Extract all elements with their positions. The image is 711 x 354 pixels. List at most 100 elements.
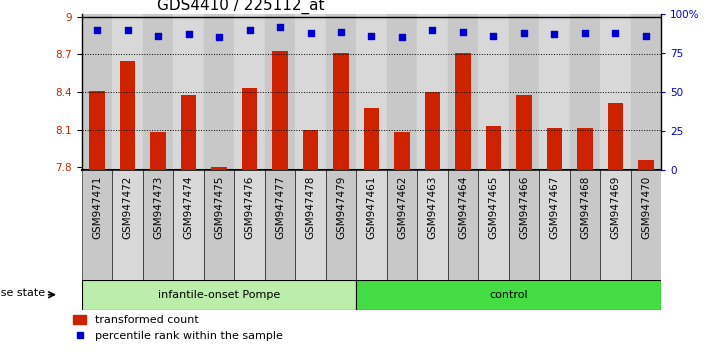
Text: GSM947468: GSM947468 (580, 175, 590, 239)
Bar (82, 280, 356, 310)
Bar (356, 14, 387, 170)
Bar (631, 14, 661, 170)
Bar (364, 108, 379, 170)
Bar (547, 129, 562, 170)
Text: GSM947467: GSM947467 (550, 175, 560, 239)
Point (641, 33, 652, 38)
Bar (326, 14, 356, 170)
Bar (204, 170, 234, 280)
Bar (234, 170, 264, 280)
Point (183, 32, 194, 37)
Bar (448, 170, 479, 280)
Text: GSM947474: GSM947474 (183, 175, 193, 239)
Bar (112, 170, 143, 280)
Bar (173, 170, 204, 280)
Point (274, 24, 286, 29)
Bar (387, 170, 417, 280)
Point (396, 34, 407, 40)
Bar (479, 170, 509, 280)
Bar (509, 14, 539, 170)
Bar (234, 14, 264, 170)
Point (213, 34, 225, 40)
Point (518, 30, 530, 36)
Text: GSM947479: GSM947479 (336, 175, 346, 239)
Bar (181, 95, 196, 170)
Point (427, 28, 438, 33)
Bar (448, 14, 479, 170)
Bar (295, 14, 326, 170)
Point (610, 30, 621, 36)
Bar (326, 170, 356, 280)
Bar (120, 61, 135, 170)
Text: GSM947473: GSM947473 (153, 175, 163, 239)
Text: disease state: disease state (0, 288, 45, 298)
Point (152, 33, 164, 38)
Text: GDS4410 / 225112_at: GDS4410 / 225112_at (157, 0, 325, 14)
Bar (82, 170, 112, 280)
Text: control: control (489, 290, 528, 300)
Point (336, 29, 347, 35)
Bar (264, 14, 295, 170)
Point (549, 32, 560, 37)
Text: GSM947471: GSM947471 (92, 175, 102, 239)
Bar (82, 14, 112, 170)
Bar (356, 280, 661, 310)
Text: GSM947477: GSM947477 (275, 175, 285, 239)
Bar (631, 170, 661, 280)
Bar (264, 170, 295, 280)
Bar (577, 129, 592, 170)
Bar (509, 170, 539, 280)
Bar (570, 170, 600, 280)
Bar (516, 95, 532, 170)
Bar (600, 14, 631, 170)
Bar (608, 103, 623, 170)
Point (488, 33, 499, 38)
Legend: transformed count, percentile rank within the sample: transformed count, percentile rank withi… (73, 315, 283, 341)
Text: infantile-onset Pompe: infantile-onset Pompe (158, 290, 280, 300)
Bar (479, 14, 509, 170)
Bar (417, 170, 448, 280)
Bar (173, 14, 204, 170)
Bar (539, 14, 570, 170)
Bar (90, 91, 105, 170)
Text: GSM947470: GSM947470 (641, 175, 651, 239)
Text: GSM947476: GSM947476 (245, 175, 255, 239)
Point (91, 28, 102, 33)
Bar (143, 170, 173, 280)
Bar (417, 14, 448, 170)
Bar (151, 132, 166, 170)
Text: GSM947472: GSM947472 (122, 175, 132, 239)
Bar (539, 170, 570, 280)
Text: GSM947469: GSM947469 (611, 175, 621, 239)
Bar (303, 130, 318, 170)
Text: GSM947478: GSM947478 (306, 175, 316, 239)
Bar (356, 170, 387, 280)
Point (305, 30, 316, 36)
Point (579, 30, 591, 36)
Bar (486, 126, 501, 170)
Bar (425, 92, 440, 170)
Bar (600, 170, 631, 280)
Bar (204, 14, 234, 170)
Text: GSM947461: GSM947461 (366, 175, 377, 239)
Text: GSM947463: GSM947463 (427, 175, 437, 239)
Text: GSM947462: GSM947462 (397, 175, 407, 239)
Bar (333, 53, 348, 170)
Bar (272, 51, 288, 170)
Point (244, 28, 255, 33)
Point (457, 29, 469, 35)
Text: GSM947475: GSM947475 (214, 175, 224, 239)
Text: GSM947465: GSM947465 (488, 175, 498, 239)
Bar (455, 53, 471, 170)
Bar (112, 14, 143, 170)
Bar (387, 14, 417, 170)
Bar (242, 88, 257, 170)
Bar (570, 14, 600, 170)
Text: GSM947466: GSM947466 (519, 175, 529, 239)
Point (122, 28, 133, 33)
Bar (211, 167, 227, 170)
Bar (295, 170, 326, 280)
Point (365, 33, 377, 38)
Bar (395, 132, 410, 170)
Text: GSM947464: GSM947464 (458, 175, 468, 239)
